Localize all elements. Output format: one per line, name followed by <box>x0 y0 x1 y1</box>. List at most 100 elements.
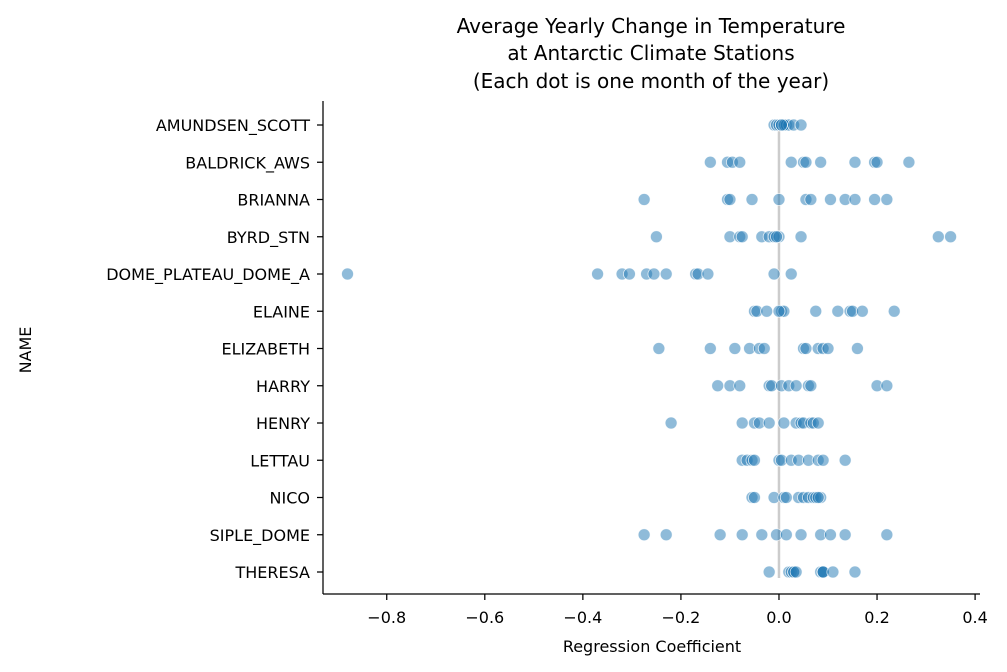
data-point <box>880 528 894 542</box>
y-tick-label: BALDRICK_AWS <box>185 153 310 173</box>
y-tick-label: DOME_PLATEAU_DOME_A <box>106 265 310 285</box>
data-point <box>762 565 776 579</box>
data-point <box>745 193 759 206</box>
data-point <box>652 342 666 355</box>
x-tick-label: −0.2 <box>661 608 700 627</box>
data-point <box>868 193 881 206</box>
data-point <box>728 342 742 355</box>
chart-title-line-1: Average Yearly Change in Temperature <box>457 14 846 38</box>
y-axis-ticks: AMUNDSEN_SCOTT BALDRICK_AWS BRIANNA BYRD_ST… <box>106 116 323 582</box>
data-point <box>804 193 818 206</box>
data-point <box>779 528 793 542</box>
data-point <box>748 491 761 504</box>
data-point <box>733 379 747 393</box>
y-axis-label: NAME <box>16 327 35 374</box>
data-point <box>647 267 661 281</box>
data-point <box>735 528 749 542</box>
data-point <box>944 230 957 244</box>
chart-title: Average Yearly Change in Temperature at … <box>457 14 846 93</box>
y-tick-label: NICO <box>270 489 310 508</box>
data-point <box>811 416 825 430</box>
data-point <box>623 267 636 281</box>
y-tick-label: HENRY <box>256 414 310 433</box>
data-point <box>591 267 604 281</box>
chart-title-line-3: (Each dot is one month of the year) <box>473 69 829 93</box>
y-tick-label: AMUNDSEN_SCOTT <box>156 116 310 136</box>
data-point <box>772 193 786 206</box>
data-point <box>824 193 837 206</box>
x-axis-ticks: −0.8 −0.6 −0.4 −0.2 0.0 0.2 0.4 <box>367 594 988 627</box>
y-tick-label: THERESA <box>234 563 310 582</box>
data-points <box>341 118 957 579</box>
data-point <box>799 342 813 355</box>
data-point <box>770 230 783 244</box>
data-point <box>811 491 825 504</box>
data-point <box>848 155 862 169</box>
y-tick-label: HARRY <box>256 377 310 396</box>
data-point <box>880 379 894 393</box>
data-point <box>762 416 776 430</box>
data-point <box>887 304 901 318</box>
x-tick-label: −0.4 <box>563 608 602 627</box>
data-point <box>659 267 673 281</box>
data-point <box>848 193 862 206</box>
data-point <box>703 155 717 169</box>
data-point <box>637 193 651 206</box>
data-point <box>659 528 673 542</box>
data-point <box>826 565 840 579</box>
data-point <box>664 416 678 430</box>
data-point <box>733 155 747 169</box>
data-point <box>713 528 727 542</box>
data-point <box>777 416 791 430</box>
y-tick-label: BYRD_STN <box>227 228 310 248</box>
x-axis-label: Regression Coefficient <box>563 637 741 656</box>
data-point <box>784 267 798 281</box>
data-point <box>809 304 823 318</box>
data-point <box>814 155 828 169</box>
data-point <box>816 453 830 467</box>
data-point <box>870 155 884 169</box>
x-tick-label: −0.8 <box>367 608 406 627</box>
data-point <box>723 193 737 206</box>
x-tick-label: 0.0 <box>766 608 791 627</box>
data-point <box>789 379 803 393</box>
data-point <box>701 267 715 281</box>
data-point <box>772 304 786 318</box>
data-point <box>821 342 835 355</box>
chart-title-line-2: at Antarctic Climate Stations <box>507 41 794 65</box>
data-point <box>779 491 793 504</box>
y-tick-label: ELAINE <box>253 302 310 321</box>
y-tick-label: ELIZABETH <box>221 340 310 359</box>
data-point <box>767 267 781 281</box>
data-point <box>848 565 862 579</box>
data-point <box>775 118 788 132</box>
data-point <box>902 155 916 169</box>
data-point <box>784 155 798 169</box>
data-point <box>789 565 803 579</box>
data-point <box>880 193 894 206</box>
data-point <box>755 528 769 542</box>
y-tick-label: BRIANNA <box>237 191 310 210</box>
data-point <box>711 379 725 393</box>
data-point <box>831 304 845 318</box>
y-tick-label: LETTAU <box>250 451 310 470</box>
data-point <box>794 118 808 132</box>
data-point <box>637 528 651 542</box>
data-point <box>650 230 663 244</box>
data-point <box>804 379 818 393</box>
data-point <box>703 342 717 355</box>
data-point <box>824 528 837 542</box>
data-point <box>735 416 749 430</box>
data-point <box>757 342 771 355</box>
data-point <box>855 304 869 318</box>
data-point <box>799 155 813 169</box>
x-tick-label: 0.2 <box>864 608 889 627</box>
x-tick-label: 0.4 <box>962 608 987 627</box>
data-point <box>760 304 774 318</box>
data-point <box>794 230 808 244</box>
data-point <box>735 230 749 244</box>
data-point <box>838 528 852 542</box>
data-point <box>838 453 852 467</box>
y-tick-label: SIPLE_DOME <box>210 526 310 546</box>
